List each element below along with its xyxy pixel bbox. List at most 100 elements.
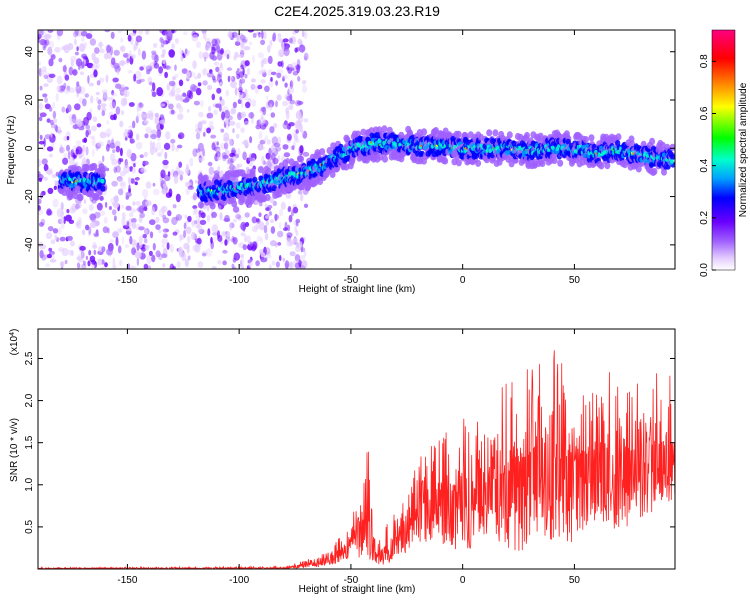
noise-cell [206,72,214,78]
noise-cell [150,129,158,135]
noise-cell [92,244,98,249]
noise-cell [139,78,145,83]
noise-cell [118,87,126,92]
ridge-cell [381,125,388,133]
noise-cell [232,218,237,223]
noise-cell [282,38,289,43]
noise-cell [259,139,266,145]
noise-cell [126,228,132,233]
noise-cell [285,193,291,199]
noise-cell [69,208,76,214]
noise-cell [217,166,221,172]
noise-cell [110,197,117,204]
noise-cell [280,201,286,210]
noise-cell [38,205,41,212]
noise-cell [206,127,212,134]
noise-cell [72,69,78,76]
noise-cell [255,260,260,267]
noise-cell [264,135,269,141]
chart-title: C2E4.2025.319.03.23.R19 [274,3,440,19]
noise-cell [59,236,66,242]
noise-cell [117,30,123,34]
noise-cell [145,65,153,72]
noise-cell [43,83,49,87]
noise-cell [160,123,164,130]
noise-cell [149,140,153,148]
noise-cell [232,237,238,245]
noise-cell [207,228,211,237]
noise-cell [288,104,294,111]
noise-cell [271,136,279,145]
noise-cell [47,30,54,33]
noise-cell [85,146,89,156]
noise-cell [162,60,166,64]
noise-cell [113,195,119,203]
noise-cell [251,78,256,83]
noise-cell [299,241,303,248]
noise-cell [162,217,170,224]
noise-cell [90,95,94,104]
noise-cell [68,114,76,121]
noise-cell [266,153,273,161]
noise-cell [137,30,144,35]
noise-cell [183,31,188,36]
noise-cell [199,219,207,225]
noise-cell [238,79,243,88]
noise-cell [211,224,218,233]
noise-cell [166,83,171,91]
x-tick-label: -50 [344,575,359,586]
noise-cell [79,62,85,70]
bottom-y-ticks: 0.5 1.0 1.5 2.0 2.5 [24,351,675,534]
noise-cell [57,126,62,135]
noise-cell [44,97,48,103]
noise-cell [207,105,212,112]
ridge-cell [651,167,658,176]
noise-cell [263,138,267,143]
noise-cell [43,176,48,181]
noise-cell [212,75,216,81]
noise-cell [106,133,110,138]
noise-cell [74,103,81,111]
noise-cell [101,246,106,253]
noise-cell [242,91,249,101]
noise-cell [241,140,248,145]
noise-cell [190,231,196,241]
noise-cell [168,65,172,71]
noise-cell [237,67,240,72]
noise-cell [121,110,124,116]
noise-cell [289,261,293,269]
noise-cell [297,190,303,195]
x-tick-label: -150 [117,275,137,286]
noise-cell [220,48,224,55]
noise-cell [232,128,235,134]
noise-cell [47,187,54,195]
y-tick-label: 0 [24,145,35,151]
noise-cell [119,46,124,51]
noise-cell [62,157,69,165]
noise-cell [238,53,245,59]
noise-cell [243,234,248,243]
noise-cell [227,115,233,121]
noise-cell [134,181,138,186]
noise-cell [68,219,75,224]
noise-cell [278,38,284,43]
noise-cell [136,104,140,113]
noise-cell [164,65,171,70]
noise-cell [212,103,220,108]
noise-cell [70,249,74,257]
noise-cell [42,145,46,152]
noise-cell [303,56,308,61]
noise-cell [178,161,183,168]
ridge-cell [314,149,321,157]
spectrogram-panel: -150 -100 -50 0 50 -40 -20 0 20 40 Height of str… [6,29,676,295]
noise-cell [93,249,97,255]
ridge-cell [669,143,675,151]
noise-cell [274,242,278,248]
noise-cell [41,158,48,165]
noise-cell [96,123,102,128]
noise-cell [52,102,56,109]
noise-cell [211,38,218,47]
noise-cell [260,79,266,84]
noise-cell [224,239,228,246]
noise-cell [160,148,164,154]
